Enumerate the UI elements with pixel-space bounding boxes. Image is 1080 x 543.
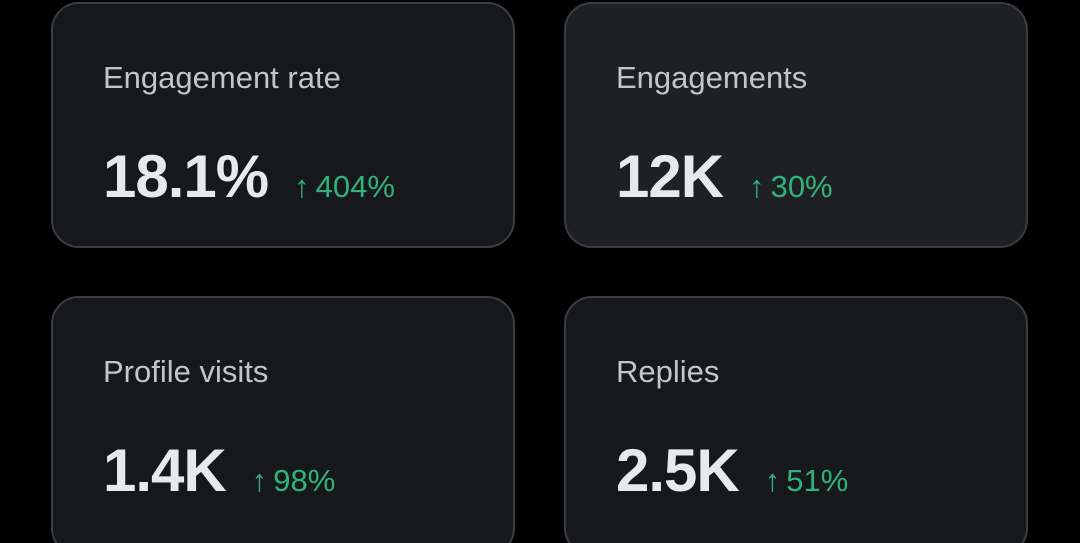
arrow-up-icon: ↑ bbox=[294, 169, 310, 204]
metric-delta: ↑ 51% bbox=[765, 463, 849, 499]
metric-delta-value: 404% bbox=[315, 169, 395, 204]
metric-delta-value: 98% bbox=[273, 463, 336, 498]
metric-delta-value: 51% bbox=[786, 463, 849, 498]
metric-card-profile-visits[interactable]: Profile visits 1.4K ↑ 98% bbox=[51, 296, 515, 543]
metric-delta-value: 30% bbox=[770, 169, 833, 204]
metric-delta: ↑ 404% bbox=[294, 169, 395, 205]
metric-label: Profile visits bbox=[103, 354, 269, 389]
metric-card-engagement-rate[interactable]: Engagement rate 18.1% ↑ 404% bbox=[51, 2, 515, 248]
metric-card-replies[interactable]: Replies 2.5K ↑ 51% bbox=[564, 296, 1028, 543]
metric-label: Replies bbox=[616, 354, 720, 389]
metric-value-row: 2.5K ↑ 51% bbox=[616, 436, 848, 505]
metric-value: 12K bbox=[616, 143, 724, 210]
metric-label: Engagements bbox=[616, 60, 808, 95]
arrow-up-icon: ↑ bbox=[251, 463, 268, 498]
metric-card-engagements[interactable]: Engagements 12K ↑ 30% bbox=[564, 2, 1028, 248]
metric-delta: ↑ 30% bbox=[749, 169, 833, 205]
metric-value-row: 1.4K ↑ 98% bbox=[103, 436, 335, 505]
metric-value-row: 12K ↑ 30% bbox=[616, 142, 833, 211]
metric-value-row: 18.1% ↑ 404% bbox=[103, 142, 395, 211]
metric-value: 1.4K bbox=[103, 437, 227, 504]
arrow-up-icon: ↑ bbox=[764, 463, 781, 498]
metric-label: Engagement rate bbox=[103, 60, 341, 95]
metric-value: 2.5K bbox=[616, 437, 740, 504]
metric-delta: ↑ 98% bbox=[252, 463, 336, 499]
arrow-up-icon: ↑ bbox=[749, 169, 765, 204]
metric-value: 18.1% bbox=[103, 143, 269, 210]
